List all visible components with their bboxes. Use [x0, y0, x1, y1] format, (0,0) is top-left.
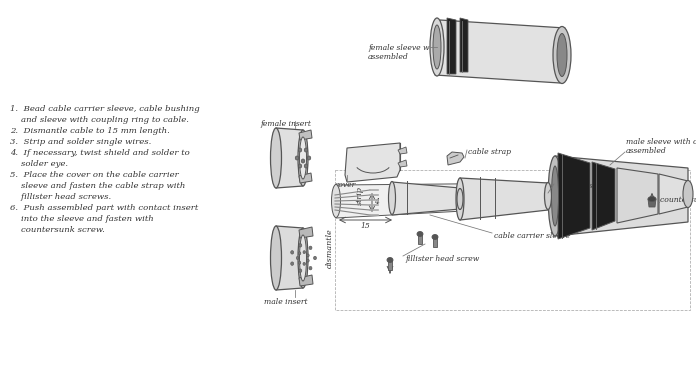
Text: sleeve and fasten the cable strap with: sleeve and fasten the cable strap with — [10, 182, 185, 190]
Polygon shape — [398, 160, 407, 167]
Ellipse shape — [303, 262, 306, 266]
Polygon shape — [388, 260, 392, 270]
Text: dismantle: dismantle — [326, 228, 334, 268]
Ellipse shape — [456, 178, 464, 220]
Ellipse shape — [299, 235, 306, 281]
Polygon shape — [447, 18, 456, 74]
Polygon shape — [336, 183, 555, 218]
Text: female insert: female insert — [260, 120, 312, 128]
Text: fillister head screw: fillister head screw — [405, 255, 480, 263]
Polygon shape — [299, 227, 313, 238]
Ellipse shape — [313, 256, 317, 260]
Ellipse shape — [295, 156, 299, 160]
Ellipse shape — [307, 156, 310, 160]
Ellipse shape — [303, 251, 306, 254]
Ellipse shape — [271, 226, 281, 290]
Ellipse shape — [298, 228, 308, 288]
Polygon shape — [418, 234, 422, 244]
Ellipse shape — [299, 148, 302, 152]
Polygon shape — [558, 153, 590, 239]
Text: cover: cover — [335, 181, 356, 189]
Text: 6.  Push assembled part with contact insert: 6. Push assembled part with contact inse… — [10, 204, 198, 212]
Text: and sleeve with coupling ring to cable.: and sleeve with coupling ring to cable. — [10, 116, 189, 124]
Ellipse shape — [683, 180, 693, 207]
Text: female sleeve with coupling ring,: female sleeve with coupling ring, — [368, 44, 496, 52]
Polygon shape — [276, 128, 303, 188]
Ellipse shape — [307, 254, 309, 257]
Text: male sleeve with coupling ring,: male sleeve with coupling ring, — [626, 138, 696, 146]
Polygon shape — [398, 147, 407, 154]
Polygon shape — [433, 237, 437, 247]
Text: solder eye.: solder eye. — [10, 160, 68, 168]
Text: cable bushing: cable bushing — [556, 182, 610, 190]
Ellipse shape — [296, 256, 299, 259]
Polygon shape — [299, 130, 312, 140]
Polygon shape — [392, 182, 460, 215]
Ellipse shape — [298, 130, 308, 186]
Text: countersunk screw: countersunk screw — [660, 196, 696, 204]
Ellipse shape — [299, 269, 302, 272]
Ellipse shape — [304, 164, 308, 168]
Polygon shape — [617, 168, 658, 223]
Text: fillister head screws.: fillister head screws. — [10, 193, 111, 201]
Text: countersunk screw.: countersunk screw. — [10, 226, 105, 234]
Polygon shape — [555, 156, 688, 236]
Text: 1.  Bead cable carrier sleeve, cable bushing: 1. Bead cable carrier sleeve, cable bush… — [10, 105, 200, 113]
Text: strip: strip — [356, 187, 364, 206]
Text: 3.  Strip and solder single wires.: 3. Strip and solder single wires. — [10, 138, 151, 146]
Ellipse shape — [299, 261, 301, 264]
Text: cable strap: cable strap — [468, 148, 511, 156]
Ellipse shape — [331, 184, 340, 218]
Ellipse shape — [304, 148, 308, 152]
Ellipse shape — [271, 128, 281, 188]
Ellipse shape — [430, 18, 444, 76]
Text: assembled: assembled — [368, 53, 409, 61]
Polygon shape — [345, 143, 400, 182]
Polygon shape — [447, 152, 464, 165]
Polygon shape — [435, 20, 565, 83]
Polygon shape — [460, 178, 548, 220]
Polygon shape — [299, 275, 313, 286]
Ellipse shape — [307, 259, 309, 262]
Polygon shape — [648, 199, 656, 207]
Ellipse shape — [299, 137, 306, 179]
Ellipse shape — [544, 183, 551, 210]
Ellipse shape — [301, 159, 305, 163]
Ellipse shape — [309, 266, 312, 270]
Ellipse shape — [553, 27, 571, 84]
Ellipse shape — [648, 196, 656, 201]
Text: male insert: male insert — [264, 298, 308, 306]
Text: into the sleeve and fasten with: into the sleeve and fasten with — [10, 215, 154, 223]
Text: 2.  Dismantle cable to 15 mm length.: 2. Dismantle cable to 15 mm length. — [10, 127, 170, 135]
Text: 4: 4 — [374, 198, 379, 206]
Ellipse shape — [299, 164, 302, 168]
Text: 5.  Place the cover on the cable carrier: 5. Place the cover on the cable carrier — [10, 171, 179, 179]
Polygon shape — [276, 226, 303, 290]
Ellipse shape — [548, 156, 562, 236]
Text: 15: 15 — [360, 222, 370, 230]
Ellipse shape — [291, 251, 294, 254]
Text: 4.  If necessary, twist shield and solder to: 4. If necessary, twist shield and solder… — [10, 149, 190, 157]
Ellipse shape — [291, 262, 294, 266]
Polygon shape — [460, 18, 468, 72]
Ellipse shape — [432, 234, 438, 240]
Polygon shape — [299, 173, 312, 183]
Text: assembled: assembled — [626, 147, 667, 155]
Ellipse shape — [309, 246, 312, 250]
Ellipse shape — [388, 182, 395, 214]
Ellipse shape — [457, 189, 463, 210]
Ellipse shape — [551, 166, 558, 226]
Ellipse shape — [299, 252, 301, 255]
Text: cable carrier sleeve: cable carrier sleeve — [494, 232, 570, 240]
Ellipse shape — [417, 231, 423, 237]
Ellipse shape — [299, 244, 302, 247]
Polygon shape — [659, 174, 688, 214]
Ellipse shape — [387, 258, 393, 262]
Polygon shape — [592, 162, 615, 230]
Ellipse shape — [557, 33, 567, 76]
Ellipse shape — [433, 25, 441, 69]
